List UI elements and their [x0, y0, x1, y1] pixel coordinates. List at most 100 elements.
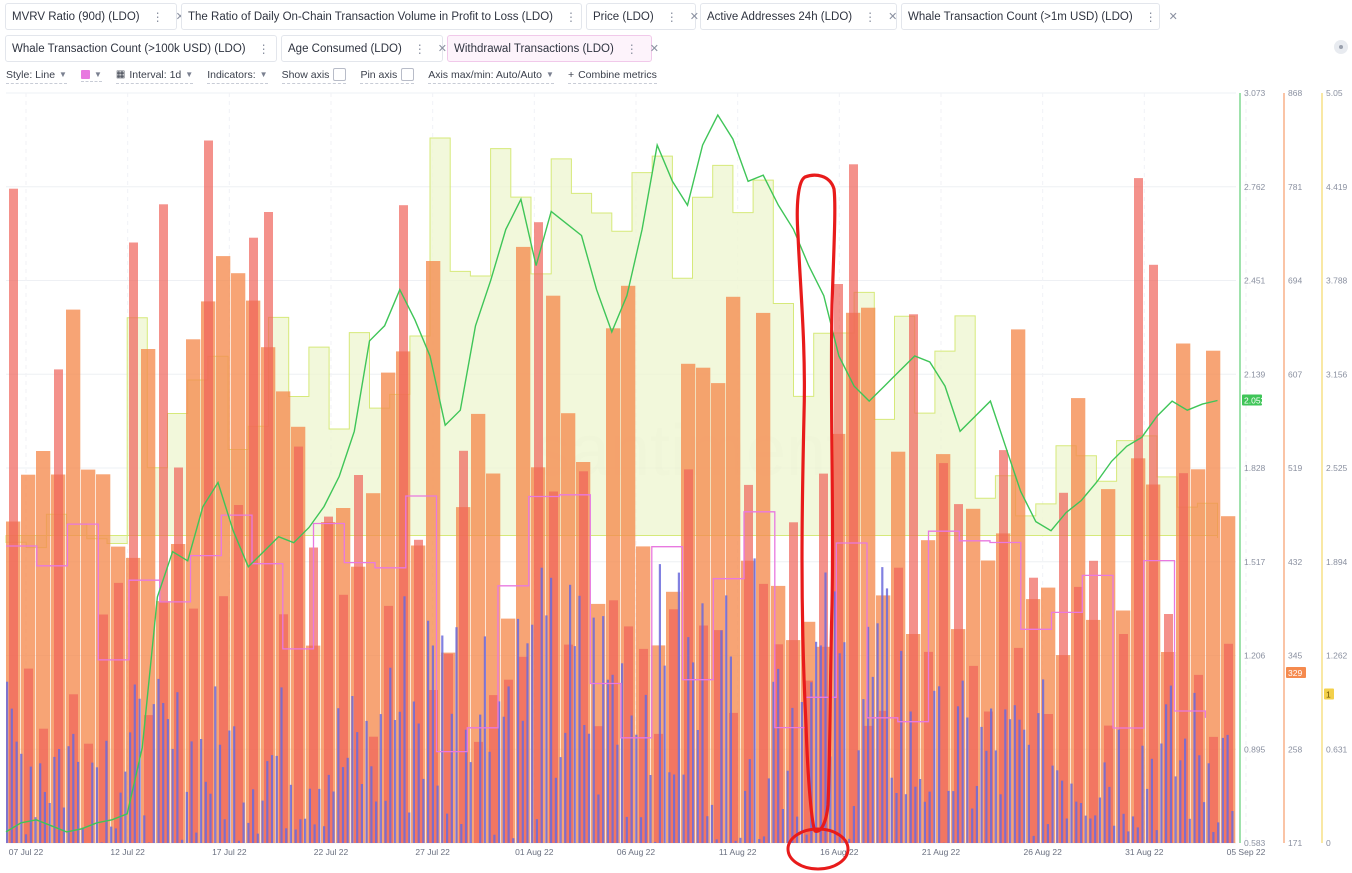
metric-chip[interactable]: Withdrawal Transactions (LDO) ⋮ ✕ — [447, 35, 659, 62]
close-icon[interactable]: ✕ — [888, 11, 898, 23]
whale-100k-bar — [1070, 783, 1073, 843]
whale-100k-bar — [341, 767, 345, 843]
y-axis-tick-label: 0.895 — [1244, 744, 1266, 754]
whale-100k-bar — [781, 809, 784, 843]
more-options-icon[interactable]: ⋮ — [625, 41, 638, 56]
more-options-icon[interactable]: ⋮ — [665, 9, 678, 24]
close-icon[interactable]: ✕ — [437, 43, 447, 55]
whale-100k-bar — [1169, 685, 1172, 843]
whale-100k-bar — [739, 837, 742, 843]
whale-100k-bar — [375, 801, 378, 843]
ratio-bar — [144, 715, 153, 843]
pin-axis-checkbox[interactable] — [401, 68, 415, 81]
whale-100k-bar — [1089, 818, 1092, 843]
whale-100k-bar — [190, 741, 193, 843]
y-axis-tick-label: 3.156 — [1326, 369, 1348, 379]
whale-100k-bar — [772, 681, 775, 843]
metric-chip[interactable]: Whale Transaction Count (>100k USD) (LDO… — [5, 35, 291, 62]
more-options-icon[interactable]: ⋮ — [257, 41, 270, 56]
close-icon[interactable]: ✕ — [1168, 11, 1178, 23]
ratio-bar — [924, 651, 933, 843]
axis-mode-dropdown[interactable]: Axis max/min: Auto/Auto ▼ — [428, 69, 554, 84]
more-options-icon[interactable]: ⋮ — [413, 41, 426, 56]
pin-axis-toggle[interactable]: Pin axis — [360, 68, 415, 84]
whale-100k-bar — [1094, 815, 1097, 843]
y-axis-tick-label: 2.525 — [1326, 463, 1348, 473]
whale-100k-bar — [124, 771, 127, 843]
whale-100k-bar — [62, 807, 65, 843]
ratio-bar — [1104, 725, 1113, 843]
metric-chip[interactable]: The Ratio of Daily On-Chain Transaction … — [181, 3, 598, 30]
close-icon[interactable]: ✕ — [649, 43, 659, 55]
whale-100k-bar — [904, 794, 907, 843]
whale-100k-bar — [545, 615, 548, 843]
ratio-bar — [1179, 473, 1188, 843]
ratio-bar — [309, 547, 318, 843]
chevron-down-icon: ▼ — [93, 70, 102, 79]
y-axis-tick-label: 1.517 — [1244, 557, 1266, 567]
whale-100k-bar — [692, 662, 695, 843]
ratio-bar — [834, 284, 843, 843]
whale-100k-bar — [895, 793, 898, 843]
plus-icon: + — [567, 68, 575, 81]
ratio-bar — [159, 204, 168, 844]
metric-chip[interactable]: Whale Transaction Count (>1m USD) (LDO) ⋮… — [901, 3, 1178, 30]
whale-100k-bar — [862, 699, 865, 843]
style-dropdown[interactable]: Style: Line ▼ — [6, 69, 67, 84]
whale-100k-bar — [1146, 788, 1149, 843]
whale-100k-bar — [110, 826, 113, 843]
withdrawal-line — [6, 494, 1206, 753]
metric-chip[interactable]: MVRV Ratio (90d) (LDO) ⋮ ✕ — [5, 3, 185, 30]
whale-100k-bar — [1042, 679, 1045, 843]
axis-value-badge — [1286, 666, 1306, 678]
close-icon[interactable]: ✕ — [689, 11, 699, 23]
more-options-icon[interactable]: ⋮ — [1144, 9, 1157, 24]
annotation-circle — [786, 827, 850, 871]
ratio-bar — [879, 710, 888, 843]
combine-metrics-button[interactable]: + Combine metrics — [567, 68, 657, 84]
refresh-icon[interactable] — [1334, 40, 1348, 54]
ratio-bar — [489, 695, 498, 843]
whale-100k-bar — [129, 732, 132, 843]
show-axis-checkbox[interactable] — [333, 68, 347, 81]
metric-chip[interactable]: Price (LDO) ⋮ ✕ — [586, 3, 699, 30]
whale-100k-bar — [521, 720, 524, 843]
ratio-bar — [99, 614, 108, 843]
whale-100k-bar — [280, 687, 283, 843]
close-icon[interactable]: ✕ — [176, 10, 185, 23]
y-axis-tick-label: 5.05 — [1326, 88, 1343, 98]
more-options-icon[interactable]: ⋮ — [864, 9, 877, 24]
whale-100k-bar — [744, 790, 747, 843]
whale-100k-bar — [488, 751, 491, 843]
more-options-icon[interactable]: ⋮ — [151, 9, 164, 24]
ratio-bar — [339, 594, 348, 843]
whale-100k-bar — [843, 642, 846, 843]
whale-100k-bar — [649, 775, 652, 843]
whale-100k-bar — [838, 653, 841, 843]
whale-100k-bar — [1065, 818, 1068, 843]
metric-chip[interactable]: Active Addresses 24h (LDO) ⋮ ✕ — [700, 3, 897, 30]
whale-100k-bar — [81, 827, 84, 843]
ratio-bar — [294, 446, 303, 843]
whale-100k-bar — [1013, 705, 1016, 843]
more-options-icon[interactable]: ⋮ — [564, 9, 577, 24]
axis-value-badge — [1324, 688, 1334, 700]
whale-100k-bar — [729, 656, 732, 843]
whale-100k-bar — [1184, 738, 1187, 843]
whale-100k-bar — [252, 789, 255, 843]
axis-value-badge — [1242, 394, 1262, 406]
show-axis-toggle[interactable]: Show axis — [281, 68, 347, 84]
color-picker[interactable]: ▼ — [80, 70, 102, 82]
indicators-dropdown[interactable]: Indicators: ▼ — [207, 69, 268, 84]
interval-dropdown[interactable]: ▦ Interval: 1d ▼ — [115, 69, 194, 84]
whale-100k-bar — [815, 641, 818, 843]
whale-100k-bar — [800, 702, 803, 843]
chart-canvas[interactable]: santiment3.0732.7622.4512.1391.8281.5171… — [0, 85, 1352, 873]
x-axis-tick-label: 11 Aug 22 — [719, 847, 757, 857]
metric-chip[interactable]: Age Consumed (LDO) ⋮ ✕ — [281, 35, 447, 62]
whale-100k-bar — [233, 726, 236, 843]
whale-100k-bar — [20, 753, 23, 843]
whale-100k-bar — [1061, 780, 1064, 843]
whale-100k-bar — [256, 833, 259, 843]
ratio-bar — [909, 314, 918, 843]
